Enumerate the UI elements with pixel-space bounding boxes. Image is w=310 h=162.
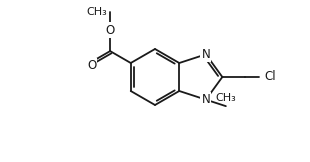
Text: N: N xyxy=(202,48,210,61)
Text: N: N xyxy=(202,93,210,106)
Text: O: O xyxy=(105,24,115,37)
Text: CH₃: CH₃ xyxy=(86,7,107,17)
Text: O: O xyxy=(87,59,97,72)
Text: Cl: Cl xyxy=(265,70,276,83)
Text: CH₃: CH₃ xyxy=(215,93,236,103)
